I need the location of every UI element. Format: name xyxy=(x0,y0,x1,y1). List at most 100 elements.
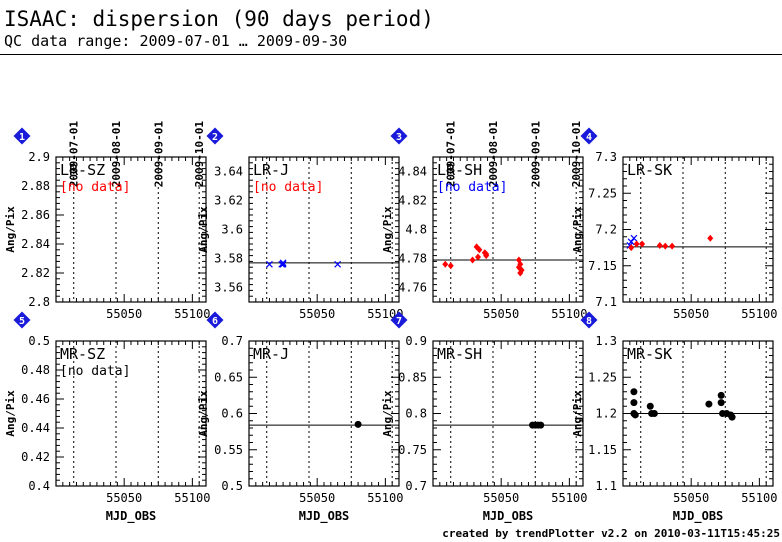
panel-label: MR-SH xyxy=(437,345,482,363)
y-tick-label: 2.84 xyxy=(21,237,50,251)
y-tick-label: 2.88 xyxy=(21,179,50,193)
data-point-x xyxy=(279,259,287,267)
panel-lr-sz: 2.8 2.82 2.84 2.86 2.88 2.9 55050 55100 2009-07-… xyxy=(4,121,210,321)
data-point-diamond xyxy=(707,234,714,242)
data-point-diamond xyxy=(669,242,676,250)
y-axis-label: Ang/Pix xyxy=(197,206,210,253)
data-point-diamond xyxy=(469,256,476,264)
page-title: ISAAC: dispersion (90 days period) xyxy=(4,7,434,31)
data-point-stroke xyxy=(334,260,342,268)
data-point-dot xyxy=(717,399,725,407)
y-axis-label: Ang/Pix xyxy=(381,206,394,253)
y-tick-label: 3.58 xyxy=(214,252,243,266)
y-tick-label: 0.7 xyxy=(405,479,427,493)
y-tick-label: 2.9 xyxy=(28,150,50,164)
y-tick-label: 0.85 xyxy=(398,370,427,384)
panel-badge-icon xyxy=(206,311,224,329)
panel-label: LR-SK xyxy=(627,161,672,179)
data-point-dot xyxy=(650,410,658,417)
panel-badge-number: 4 xyxy=(586,132,592,143)
data-point-dot xyxy=(728,413,736,421)
data-point-x xyxy=(266,260,273,268)
data-point-dot xyxy=(705,400,713,408)
x-tick-label: 55100 xyxy=(551,491,587,505)
data-point-diamond xyxy=(656,241,663,249)
y-axis-label: Ang/Pix xyxy=(571,390,584,437)
x-axis-label: MJD_OBS xyxy=(299,509,350,524)
panel-lr-sh: 4.76 4.78 4.8 4.82 4.84 55050 55100 2009-07-01 2… xyxy=(381,121,587,321)
date-tick-label: 2009-08-01 xyxy=(110,121,123,188)
data-point-dot xyxy=(717,391,725,399)
data-point-dot xyxy=(631,411,639,419)
panel-badge-icon xyxy=(206,127,224,145)
y-tick-label: 1.25 xyxy=(588,370,617,384)
data-point-diamond xyxy=(517,260,524,268)
x-tick-label: 55100 xyxy=(741,307,777,321)
y-tick-label: 7.2 xyxy=(595,223,617,237)
data-point-dot xyxy=(537,421,545,429)
y-tick-label: 3.62 xyxy=(214,194,243,208)
x-axis-label: MJD_OBS xyxy=(483,509,534,524)
data-point-diamond xyxy=(483,250,490,258)
x-tick-label: 55050 xyxy=(299,491,335,505)
y-tick-label: 7.3 xyxy=(595,150,617,164)
y-tick-label: 7.1 xyxy=(595,295,617,309)
panel-badge-number: 2 xyxy=(212,132,218,143)
x-tick-label: 55100 xyxy=(741,491,777,505)
y-tick-label: 4.76 xyxy=(398,281,427,295)
date-tick-label: 2009-09-01 xyxy=(152,121,165,188)
data-point-dot xyxy=(630,388,638,396)
data-point-dot xyxy=(630,399,638,407)
panel-badge-icon xyxy=(390,127,408,145)
data-point-diamond xyxy=(475,253,481,261)
y-tick-label: 0.8 xyxy=(405,407,427,421)
panel-mr-sk: 1.1 1.15 1.2 1.25 1.3 55050 55100 Ang/Pix MJD_OB… xyxy=(571,311,777,524)
y-tick-label: 3.6 xyxy=(221,223,243,237)
panel-badge-icon xyxy=(390,311,408,329)
y-tick-label: 0.4 xyxy=(28,479,50,493)
panel-badge-number: 3 xyxy=(396,132,402,143)
date-tick-label: 2009-08-01 xyxy=(487,121,500,188)
y-tick-label: 0.44 xyxy=(21,421,50,435)
y-tick-label: 0.48 xyxy=(21,363,50,377)
y-tick-label: 0.5 xyxy=(28,334,50,348)
panel-badge-number: 7 xyxy=(396,316,402,327)
panel-badge-number: 1 xyxy=(19,132,25,143)
data-point-dot xyxy=(354,420,362,428)
y-tick-label: 0.5 xyxy=(221,479,243,493)
panel-note: [no data] xyxy=(60,364,130,379)
footer-credit: created by trendPlotter v2.2 on 2010-03-… xyxy=(442,527,780,540)
x-tick-label: 55050 xyxy=(673,491,709,505)
panel-note: [no data] xyxy=(60,180,130,195)
panel-badge-number: 5 xyxy=(19,316,25,327)
x-tick-label: 55100 xyxy=(551,307,587,321)
panel-label: LR-J xyxy=(253,161,289,179)
panel-badge-icon xyxy=(580,311,598,329)
x-tick-label: 55050 xyxy=(299,307,335,321)
panel-label: LR-SZ xyxy=(60,161,105,179)
panel-mr-sz: 0.4 0.42 0.44 0.46 0.48 0.5 55050 55100 Ang/Pix M… xyxy=(4,311,210,524)
x-tick-label: 55100 xyxy=(367,491,403,505)
header-divider xyxy=(0,54,782,55)
y-tick-label: 1.2 xyxy=(595,407,617,421)
data-point-x xyxy=(630,234,638,242)
y-tick-label: 3.56 xyxy=(214,281,243,295)
y-tick-label: 3.64 xyxy=(214,165,243,179)
y-tick-label: 1.1 xyxy=(595,479,617,493)
data-point-stroke xyxy=(630,234,638,242)
x-tick-label: 55050 xyxy=(673,307,709,321)
y-tick-label: 0.7 xyxy=(221,334,243,348)
y-tick-label: 4.84 xyxy=(398,165,427,179)
y-tick-label: 0.55 xyxy=(214,443,243,457)
y-tick-label: 4.78 xyxy=(398,252,427,266)
x-tick-label: 55050 xyxy=(483,307,519,321)
data-point-diamond xyxy=(518,266,525,274)
y-tick-label: 7.15 xyxy=(588,259,617,273)
x-tick-label: 55050 xyxy=(106,491,142,505)
y-axis-label: Ang/Pix xyxy=(381,390,394,437)
x-tick-label: 55050 xyxy=(106,307,142,321)
panel-mr-j: 0.5 0.55 0.6 0.65 0.7 55050 55100 Ang/Pix MJD_OB… xyxy=(197,311,403,524)
data-point-diamond xyxy=(476,246,483,254)
